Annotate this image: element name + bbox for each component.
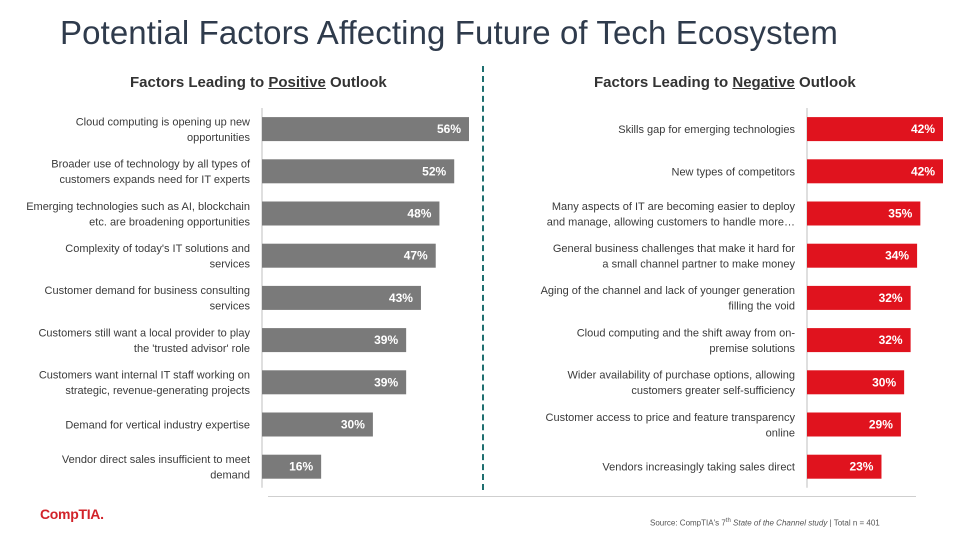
footer-rule bbox=[268, 496, 916, 497]
positive-category-label-4: Complexity of today's IT solutions and se… bbox=[65, 243, 250, 271]
negative-value-label-5: 32% bbox=[879, 291, 903, 305]
source-note: Source: CompTIA's 7th State of the Chann… bbox=[650, 518, 880, 528]
negative-category-label-3: Many aspects of IT are becoming easier t… bbox=[547, 201, 796, 229]
positive-category-label-6: Customers still want a local provider to… bbox=[38, 327, 250, 355]
positive-category-label-3: Emerging technologies such as AI, blockc… bbox=[26, 201, 250, 229]
negative-value-label-3: 35% bbox=[888, 207, 912, 221]
positive-category-label-1: Cloud computing is opening up new opportu… bbox=[76, 116, 251, 144]
positive-bar-3 bbox=[262, 201, 440, 226]
positive-bar-1 bbox=[262, 117, 469, 142]
positive-category-label-5: Customer demand for business consulting s… bbox=[45, 285, 251, 313]
negative-bar-8 bbox=[807, 412, 901, 437]
negative-bar-6 bbox=[807, 328, 911, 353]
negative-category-label-2: New types of competitors bbox=[672, 166, 796, 178]
positive-bar-8 bbox=[262, 412, 373, 437]
negative-panel-title: Factors Leading to Negative Outlook bbox=[594, 74, 856, 91]
negative-category-label-9: Vendors increasingly taking sales direct bbox=[602, 462, 795, 474]
negative-value-label-9: 23% bbox=[849, 460, 873, 474]
positive-bar-4 bbox=[262, 243, 436, 268]
positive-panel-title: Factors Leading to Positive Outlook bbox=[130, 74, 387, 91]
negative-emphasis: Negative bbox=[732, 74, 795, 91]
negative-value-label-7: 30% bbox=[872, 375, 896, 389]
positive-bar-2 bbox=[262, 159, 455, 184]
positive-value-label-5: 43% bbox=[389, 291, 413, 305]
positive-category-label-9: Vendor direct sales insufficient to meet… bbox=[62, 454, 250, 482]
positive-value-label-8: 30% bbox=[341, 418, 365, 432]
negative-value-label-1: 42% bbox=[911, 122, 935, 136]
positive-category-label-7: Customers want internal IT staff working… bbox=[39, 370, 251, 398]
positive-value-label-7: 39% bbox=[374, 375, 398, 389]
positive-value-label-3: 48% bbox=[407, 207, 431, 221]
negative-category-label-7: Wider availability of purchase options, … bbox=[568, 370, 796, 398]
negative-bar-4 bbox=[807, 243, 918, 268]
positive-value-label-4: 47% bbox=[404, 249, 428, 263]
positive-value-label-6: 39% bbox=[374, 333, 398, 347]
negative-value-label-4: 34% bbox=[885, 249, 909, 263]
negative-value-label-6: 32% bbox=[879, 333, 903, 347]
page-title: Potential Factors Affecting Future of Te… bbox=[60, 14, 839, 51]
negative-value-label-8: 29% bbox=[869, 418, 893, 432]
negative-bar-7 bbox=[807, 370, 905, 395]
negative-bar-3 bbox=[807, 201, 921, 226]
negative-bar-2 bbox=[807, 159, 943, 184]
positive-category-label-8: Demand for vertical industry expertise bbox=[65, 420, 250, 432]
positive-bar-6 bbox=[262, 328, 407, 353]
positive-value-label-1: 56% bbox=[437, 122, 461, 136]
positive-bar-7 bbox=[262, 370, 407, 395]
positive-emphasis: Positive bbox=[268, 74, 326, 91]
positive-category-label-2: Broader use of technology by all types o… bbox=[51, 159, 251, 187]
negative-category-label-6: Cloud computing and the shift away from … bbox=[577, 327, 796, 355]
positive-bar-5 bbox=[262, 285, 421, 310]
negative-category-label-4: General business challenges that make it… bbox=[553, 243, 796, 271]
negative-category-label-8: Customer access to price and feature tra… bbox=[546, 412, 796, 440]
negative-category-label-1: Skills gap for emerging technologies bbox=[618, 124, 795, 136]
comptia-logo: CompTIA. bbox=[40, 506, 104, 522]
positive-value-label-9: 16% bbox=[289, 460, 313, 474]
positive-bar-9 bbox=[262, 454, 322, 479]
negative-bar-5 bbox=[807, 285, 911, 310]
negative-bar-9 bbox=[807, 454, 882, 479]
negative-category-label-5: Aging of the channel and lack of younger… bbox=[541, 285, 795, 313]
positive-value-label-2: 52% bbox=[422, 164, 446, 178]
negative-bar-1 bbox=[807, 117, 943, 142]
panel-divider bbox=[482, 66, 484, 490]
negative-value-label-2: 42% bbox=[911, 164, 935, 178]
